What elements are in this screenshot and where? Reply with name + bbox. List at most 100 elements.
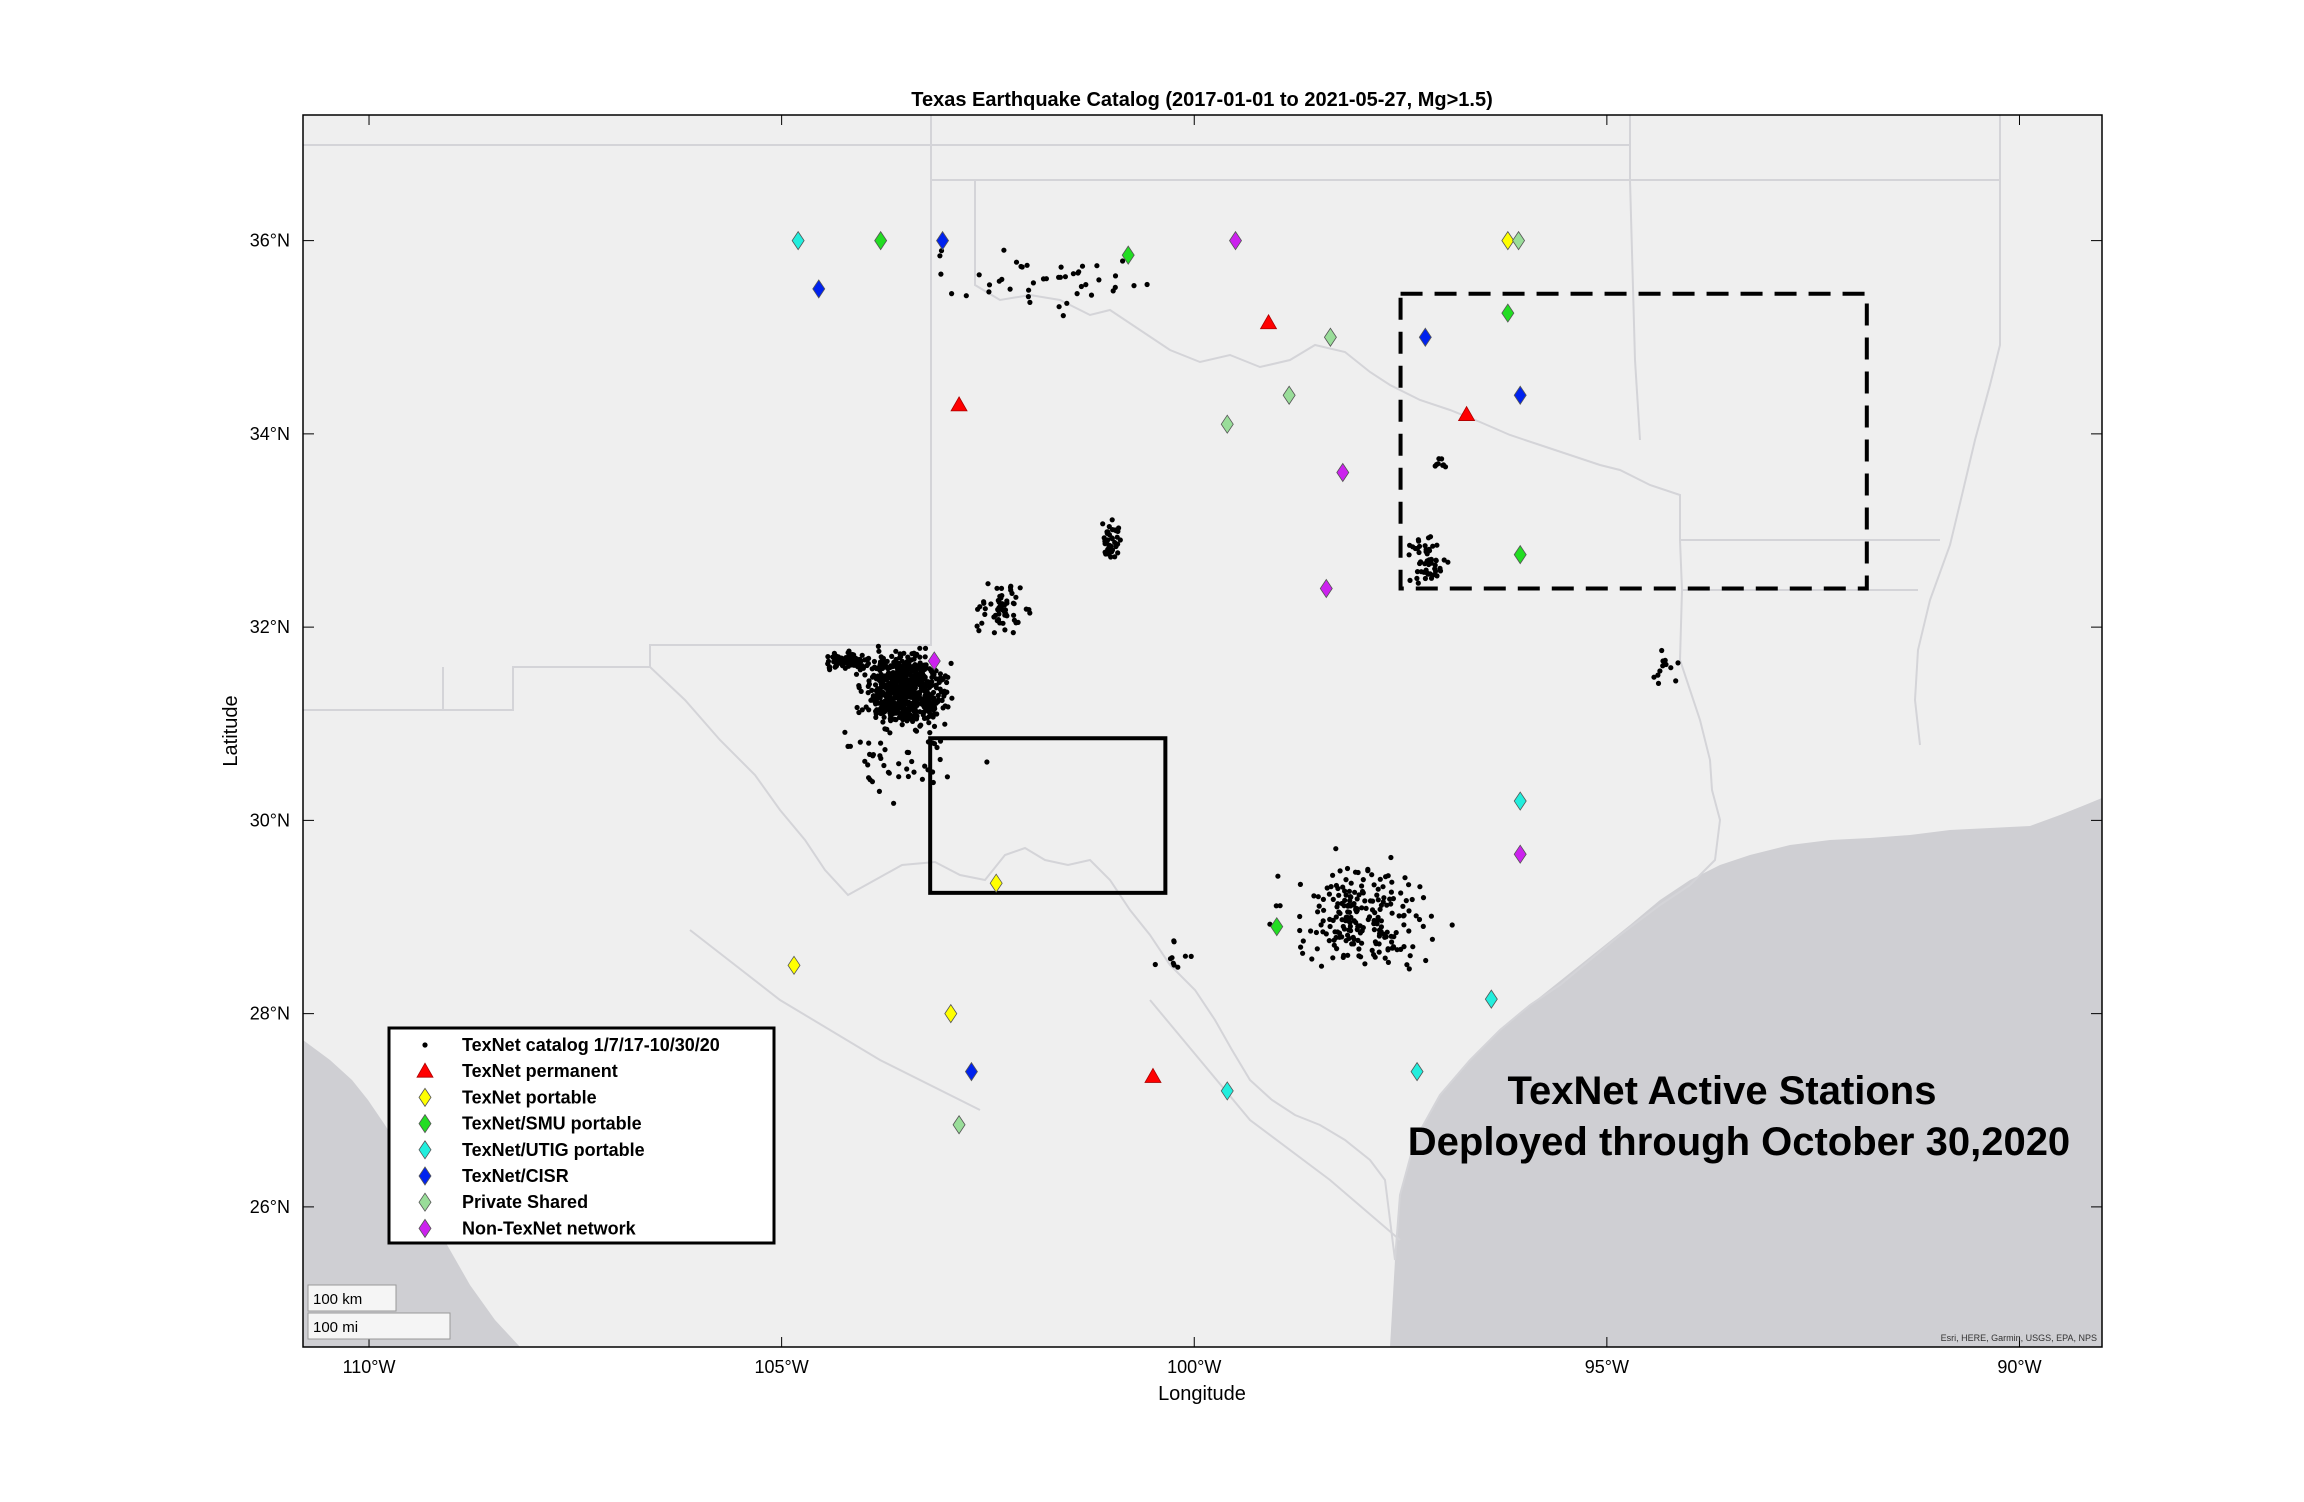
earthquake-point xyxy=(1343,914,1349,920)
earthquake-point xyxy=(922,763,928,769)
station-marker-utig xyxy=(1484,989,1498,1009)
earthquake-point xyxy=(1070,271,1076,277)
earthquake-point xyxy=(1380,899,1386,905)
earthquake-point xyxy=(1331,942,1337,948)
station-marker-private xyxy=(952,1115,966,1135)
earthquake-point xyxy=(1106,544,1112,550)
legend-item-utig: TexNet/UTIG portable xyxy=(418,1140,645,1160)
earthquake-point xyxy=(842,729,848,735)
earthquake-point xyxy=(1027,299,1033,305)
earthquake-point xyxy=(1668,665,1674,671)
earthquake-point xyxy=(1001,247,1007,253)
earthquake-point xyxy=(862,657,868,663)
station-marker-private xyxy=(1282,385,1296,405)
earthquake-point xyxy=(1009,590,1015,597)
earthquake-point xyxy=(1389,939,1395,945)
earthquake-point xyxy=(887,697,893,703)
earthquake-point xyxy=(866,740,872,746)
earthquake-point xyxy=(1318,922,1324,928)
earthquake-point xyxy=(896,660,902,666)
earthquake-point xyxy=(1376,941,1382,947)
earthquake-point xyxy=(1340,884,1346,890)
gulf-of-mexico xyxy=(1390,798,2102,1347)
earthquake-point xyxy=(1000,620,1006,626)
legend-label-private: Private Shared xyxy=(462,1192,588,1212)
earthquake-point xyxy=(988,601,994,607)
earthquake-point xyxy=(948,660,954,667)
earthquake-point xyxy=(1371,927,1377,933)
mexico-states-border xyxy=(303,667,1401,1241)
earthquake-point xyxy=(937,738,944,744)
earthquake-point xyxy=(1330,896,1336,903)
earthquake-point xyxy=(1345,952,1351,958)
earthquake-point xyxy=(1347,923,1353,929)
earthquake-point xyxy=(1365,868,1371,874)
earthquake-point xyxy=(942,721,948,727)
earthquake-point xyxy=(871,658,878,665)
earthquake-point xyxy=(986,282,993,288)
legend-marker-private xyxy=(418,1192,432,1212)
x-tick-label: 90°W xyxy=(1997,1357,2041,1377)
earthquake-point xyxy=(925,739,932,745)
earthquake-point xyxy=(1375,897,1381,903)
earthquake-point xyxy=(922,645,929,652)
station-marker-smu xyxy=(1501,303,1515,323)
earthquake-point xyxy=(935,692,941,699)
station-marker-smu xyxy=(1121,245,1135,265)
earthquake-point xyxy=(1378,924,1384,930)
station-marker-cisr xyxy=(964,1061,978,1082)
earthquake-point xyxy=(1355,869,1361,876)
earthquake-point xyxy=(1412,545,1418,552)
earthquake-point xyxy=(1347,894,1353,900)
earthquake-point xyxy=(1300,950,1306,956)
earthquake-point xyxy=(1060,313,1066,319)
earthquake-point xyxy=(912,727,919,733)
earthquake-point xyxy=(1309,956,1315,962)
earthquake-point xyxy=(1000,607,1006,613)
oklahoma-border xyxy=(930,115,1641,441)
map-attribution: Esri, HERE, Garmin, USGS, EPA, NPS xyxy=(1941,1333,2097,1343)
earthquake-point xyxy=(921,704,927,710)
earthquake-point xyxy=(1332,929,1338,935)
earthquake-point xyxy=(1057,274,1063,280)
earthquake-point xyxy=(1013,594,1019,600)
earthquake-point xyxy=(1389,910,1395,916)
earthquake-point xyxy=(873,688,879,694)
earthquake-point xyxy=(1024,262,1030,268)
earthquake-point xyxy=(998,585,1005,592)
earthquake-point xyxy=(1420,895,1427,901)
earthquake-point xyxy=(1416,543,1423,549)
earthquake-point xyxy=(1353,919,1359,926)
earthquake-point xyxy=(888,715,894,721)
earthquake-point xyxy=(1326,938,1332,944)
earthquake-point xyxy=(917,654,923,660)
earthquake-point xyxy=(1343,892,1349,898)
earthquake-point xyxy=(1434,461,1440,468)
legend-marker-utig xyxy=(418,1140,432,1160)
earthquake-point xyxy=(1351,901,1357,907)
legend-box xyxy=(387,1026,776,1245)
earthquake-point xyxy=(882,698,888,704)
earthquake-point xyxy=(862,672,868,678)
earthquake-point xyxy=(853,671,860,677)
legend-label-utig: TexNet/UTIG portable xyxy=(462,1140,645,1160)
earthquake-point xyxy=(986,289,992,295)
earthquake-point xyxy=(925,679,931,685)
earthquake-point xyxy=(1675,660,1681,666)
earthquake-point xyxy=(1094,263,1100,269)
earthquake-point xyxy=(1406,966,1412,972)
earthquake-point xyxy=(857,667,863,673)
earthquake-point xyxy=(1383,874,1389,880)
earthquake-point xyxy=(933,700,939,706)
earthquake-point xyxy=(1378,918,1384,924)
earthquake-point xyxy=(883,694,889,700)
solid-region-box xyxy=(928,736,1168,895)
earthquake-point xyxy=(1371,917,1377,924)
earthquake-point xyxy=(1083,282,1089,288)
earthquake-point xyxy=(1651,674,1657,680)
earthquake-point xyxy=(1017,585,1023,591)
earthquake-point xyxy=(830,654,836,660)
earthquake-point xyxy=(905,773,912,780)
earthquake-point xyxy=(910,679,916,685)
